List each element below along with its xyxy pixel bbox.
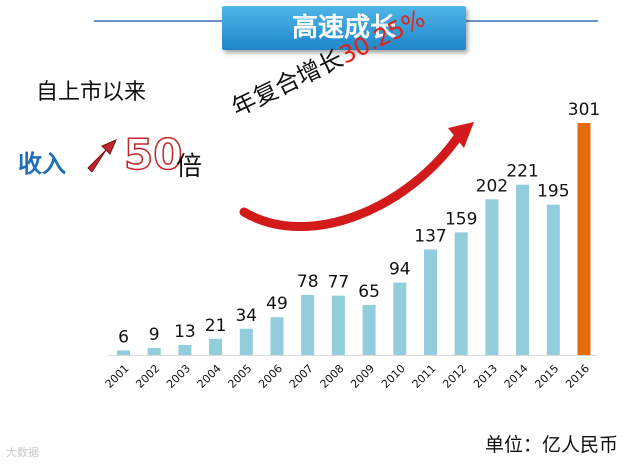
bar-2002: [147, 348, 161, 355]
data-label-2003: 13: [174, 322, 196, 342]
bar-2010: [393, 282, 407, 355]
tick-label-2001: 2001: [103, 362, 132, 391]
data-label-2007: 78: [297, 272, 319, 292]
tick-label-2013: 2013: [471, 362, 500, 391]
bar-2013: [485, 199, 499, 355]
bar-2012: [454, 232, 468, 355]
tick-label-2004: 2004: [195, 362, 224, 391]
tick-label-2014: 2014: [502, 362, 531, 391]
income-label: 收入: [18, 150, 66, 178]
data-label-2010: 94: [389, 260, 411, 280]
data-label-2008: 77: [328, 273, 350, 293]
tick-label-2003: 2003: [164, 362, 193, 391]
tick-label-2009: 2009: [348, 362, 377, 391]
multiple-unit: 倍: [176, 152, 203, 182]
bar-2003: [178, 344, 192, 355]
data-label-2005: 34: [235, 306, 257, 326]
header-line-left: [94, 20, 224, 22]
bar-2015: [546, 204, 560, 355]
multiple-value: 50: [123, 129, 183, 180]
tick-label-2007: 2007: [287, 362, 316, 391]
bar-2005: [239, 328, 253, 355]
data-label-2015: 195: [537, 182, 569, 202]
tick-label-2006: 2006: [256, 362, 285, 391]
data-label-2011: 137: [414, 226, 446, 246]
data-label-2013: 202: [476, 176, 508, 196]
tick-label-2012: 2012: [440, 362, 469, 391]
data-label-2012: 159: [445, 209, 477, 229]
bar-2007: [301, 294, 315, 355]
tick-label-2005: 2005: [225, 362, 254, 391]
tick-label-2011: 2011: [410, 362, 439, 391]
tick-label-2008: 2008: [318, 362, 347, 391]
watermark: 大数据: [6, 446, 39, 459]
tick-label-2010: 2010: [379, 362, 408, 391]
data-label-2001: 6: [118, 327, 129, 347]
bar-2001: [117, 350, 130, 355]
tick-label-2002: 2002: [133, 362, 162, 391]
unit-label: 单位：亿人民币: [484, 434, 618, 456]
data-label-2016: 301: [568, 100, 600, 120]
bar-2011: [424, 249, 437, 355]
data-label-2014: 221: [506, 162, 538, 182]
data-label-2006: 49: [266, 294, 288, 314]
bar-2014: [516, 184, 530, 355]
bar-2016: [577, 123, 591, 355]
bar-2004: [209, 338, 223, 355]
tick-label-2015: 2015: [532, 362, 561, 391]
tick-label-2016: 2016: [563, 362, 592, 391]
bar-2006: [270, 317, 284, 355]
growth-arrow-icon: [239, 122, 474, 231]
page-title: 高速成长: [222, 6, 466, 50]
data-label-2004: 21: [205, 316, 227, 336]
data-label-2009: 65: [358, 282, 380, 302]
header-line-right: [466, 20, 598, 22]
bar-2009: [362, 304, 376, 355]
since-listing-text: 自上市以来: [36, 80, 147, 105]
data-label-2002: 9: [149, 325, 160, 345]
up-arrow-icon: [87, 139, 117, 172]
bar-2008: [331, 295, 345, 355]
